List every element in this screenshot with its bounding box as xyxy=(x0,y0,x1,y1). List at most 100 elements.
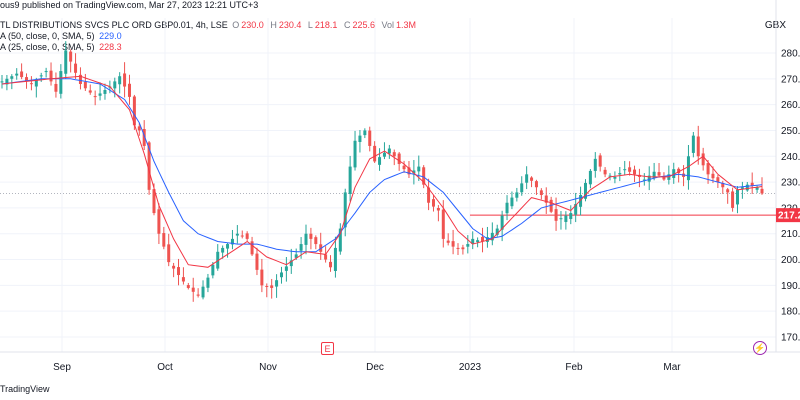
candle-body xyxy=(559,218,563,220)
candle-body xyxy=(270,285,274,288)
candle-body xyxy=(417,166,421,172)
candle-body xyxy=(206,277,210,288)
candle-body xyxy=(642,179,646,181)
candle-body xyxy=(368,130,372,146)
candle-body xyxy=(309,233,313,239)
candle-body xyxy=(172,265,176,269)
y-tick-label: 240.0 xyxy=(781,152,800,163)
candle-body xyxy=(279,272,283,278)
candle-body xyxy=(127,83,131,97)
candle-body xyxy=(83,81,87,89)
candle-body xyxy=(378,157,382,165)
y-tick-label: 170.0 xyxy=(781,333,800,344)
candle-body xyxy=(387,148,391,154)
candle-body xyxy=(294,254,298,258)
candle-body xyxy=(623,169,627,171)
candle-body xyxy=(407,167,411,175)
candle-body xyxy=(167,244,171,263)
candle-body xyxy=(299,244,303,251)
candle-body xyxy=(525,174,529,183)
y-tick-label: 190.0 xyxy=(781,281,800,292)
candle-body xyxy=(397,153,401,165)
candle-body xyxy=(436,208,440,211)
candle-body xyxy=(677,168,681,174)
candle-body xyxy=(696,136,700,157)
candle-body xyxy=(314,237,318,245)
y-tick-label: 260.0 xyxy=(781,100,800,111)
candle-body xyxy=(745,184,749,191)
candle-body xyxy=(191,287,195,292)
candle-body xyxy=(451,241,455,247)
candle-body xyxy=(250,241,254,255)
candle-body xyxy=(647,175,651,182)
candle-body xyxy=(706,163,710,175)
candle-body xyxy=(275,280,279,287)
candle-body xyxy=(5,78,9,85)
candle-body xyxy=(490,232,494,241)
candle-body xyxy=(113,81,117,89)
ma50-legend[interactable]: A (50, close, 0, SMA, 5) 229.0 xyxy=(0,31,124,41)
candle-body xyxy=(329,261,333,268)
candle-body xyxy=(235,233,239,236)
candle-body xyxy=(363,130,367,136)
candle-body xyxy=(588,170,592,185)
candle-body xyxy=(510,197,514,207)
ma25-legend[interactable]: A (25, close, 0, SMA, 5) 228.3 xyxy=(0,42,124,52)
currency-label[interactable]: GBX xyxy=(764,20,786,31)
candle-body xyxy=(64,50,68,74)
candle-body xyxy=(628,167,632,172)
candle-body xyxy=(152,189,156,214)
candle-body xyxy=(564,215,568,222)
candle-body xyxy=(103,90,107,94)
candle-body xyxy=(137,126,141,131)
candle-body xyxy=(142,129,146,146)
ma25-label: A (25, close, 0, SMA, 5) xyxy=(0,42,95,52)
candle-body xyxy=(29,83,33,85)
candle-body xyxy=(721,183,725,188)
candle-body xyxy=(201,286,205,298)
candle-body xyxy=(49,70,53,82)
open-label: O xyxy=(232,20,240,30)
earnings-event-icon[interactable]: E xyxy=(321,342,334,355)
symbol-info-line: TL DISTRIBUTIONS SVCS PLC ORD GBP0.01, 4… xyxy=(0,20,420,30)
candle-body xyxy=(162,233,166,247)
candle-body xyxy=(740,187,744,189)
ohlc-volume: Vol 1.3M xyxy=(381,20,418,30)
close-value: 225.6 xyxy=(352,20,375,30)
open-value: 230.0 xyxy=(241,20,264,30)
x-tick-label: Mar xyxy=(663,362,681,373)
candle-body xyxy=(382,152,386,157)
close-label: C xyxy=(343,20,351,30)
x-tick-label: Nov xyxy=(259,362,277,373)
candle-body xyxy=(284,266,288,271)
price-tag-label: 217.2 xyxy=(778,211,800,222)
candle-body xyxy=(147,142,151,190)
candle-body xyxy=(412,170,416,174)
candle-body xyxy=(534,181,538,188)
candle-body xyxy=(530,177,534,181)
x-tick-label: Dec xyxy=(366,362,384,373)
candle-body xyxy=(750,182,754,186)
ma50-value: 229.0 xyxy=(99,31,122,41)
candle-body xyxy=(44,71,48,73)
candle-body xyxy=(93,96,97,98)
lightning-icon[interactable]: ⚡ xyxy=(753,341,767,355)
candle-body xyxy=(593,158,597,171)
candle-body xyxy=(481,236,485,242)
candle-body xyxy=(657,172,661,176)
candle-body xyxy=(265,285,269,287)
candle-body xyxy=(652,171,656,178)
candle-body xyxy=(691,135,695,153)
candle-body xyxy=(358,135,362,142)
candle-body xyxy=(500,215,504,230)
candle-body xyxy=(373,145,377,162)
candle-body xyxy=(88,90,92,93)
candle-body xyxy=(132,96,136,126)
candle-body xyxy=(0,81,4,83)
ma50-line xyxy=(1,78,763,253)
candle-body xyxy=(402,165,406,170)
candle-body xyxy=(686,156,690,181)
candle-body xyxy=(181,277,185,282)
candle-body xyxy=(544,195,548,203)
